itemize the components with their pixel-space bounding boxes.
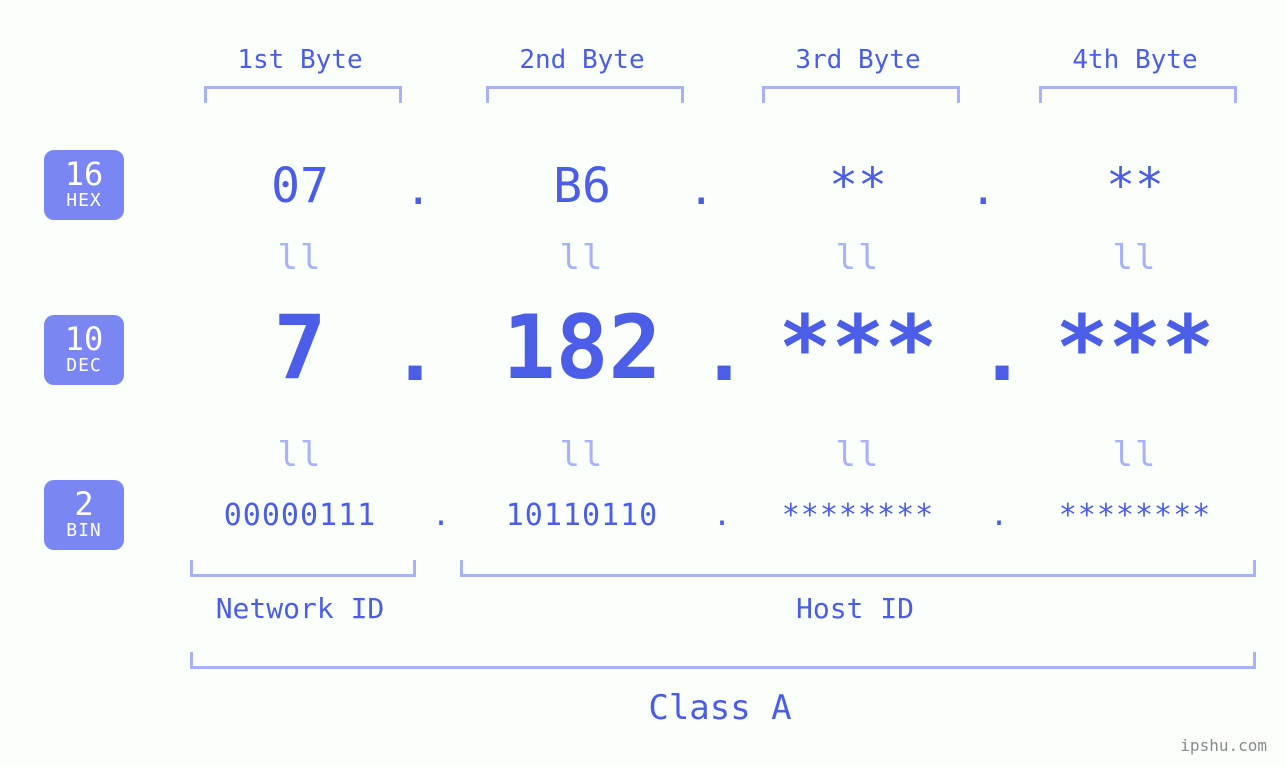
hex-byte-1: 07 — [200, 158, 400, 214]
equals-2-1: ll — [270, 435, 330, 475]
bracket-top-2 — [486, 86, 684, 103]
bracket-top-3 — [762, 86, 960, 103]
equals-1-2: ll — [552, 238, 612, 278]
dot-bin-3: . — [990, 498, 1008, 533]
credit-text: ipshu.com — [1180, 736, 1267, 755]
badge-dec-name: DEC — [44, 357, 124, 375]
hex-byte-4: ** — [1035, 158, 1235, 214]
badge-bin-name: BIN — [44, 522, 124, 540]
hex-byte-2: B6 — [482, 158, 682, 214]
bin-byte-4: ******** — [1015, 498, 1255, 533]
dec-byte-1: 7 — [180, 304, 420, 392]
badge-dec-base: 10 — [44, 323, 124, 355]
equals-2-3: ll — [828, 435, 888, 475]
byte-label-2: 2nd Byte — [492, 45, 672, 75]
bracket-class — [190, 652, 1256, 669]
bracket-host — [460, 560, 1256, 577]
label-network-id: Network ID — [190, 592, 410, 625]
dot-dec-1: . — [391, 306, 439, 399]
bin-byte-2: 10110110 — [462, 498, 702, 533]
bracket-top-4 — [1039, 86, 1237, 103]
dec-byte-4: *** — [1015, 304, 1255, 392]
equals-1-3: ll — [828, 238, 888, 278]
label-class: Class A — [190, 688, 1250, 728]
dot-hex-1: . — [405, 164, 432, 215]
bracket-network — [190, 560, 416, 577]
badge-hex-base: 16 — [44, 158, 124, 190]
equals-2-2: ll — [552, 435, 612, 475]
badge-hex: 16 HEX — [44, 150, 124, 220]
equals-1-1: ll — [270, 238, 330, 278]
dec-byte-3: *** — [738, 304, 978, 392]
byte-label-4: 4th Byte — [1045, 45, 1225, 75]
dec-byte-2: 182 — [462, 304, 702, 392]
hex-byte-3: ** — [758, 158, 958, 214]
equals-1-4: ll — [1105, 238, 1165, 278]
dot-hex-3: . — [970, 164, 997, 215]
dot-bin-2: . — [713, 498, 731, 533]
dot-dec-3: . — [978, 306, 1026, 399]
equals-2-4: ll — [1105, 435, 1165, 475]
dot-hex-2: . — [688, 164, 715, 215]
dot-bin-1: . — [432, 498, 450, 533]
bin-byte-1: 00000111 — [180, 498, 420, 533]
label-host-id: Host ID — [460, 592, 1250, 625]
badge-bin: 2 BIN — [44, 480, 124, 550]
bin-byte-3: ******** — [738, 498, 978, 533]
byte-label-1: 1st Byte — [210, 45, 390, 75]
badge-bin-base: 2 — [44, 488, 124, 520]
dot-dec-2: . — [700, 306, 748, 399]
bracket-top-1 — [204, 86, 402, 103]
badge-dec: 10 DEC — [44, 315, 124, 385]
byte-label-3: 3rd Byte — [768, 45, 948, 75]
badge-hex-name: HEX — [44, 192, 124, 210]
